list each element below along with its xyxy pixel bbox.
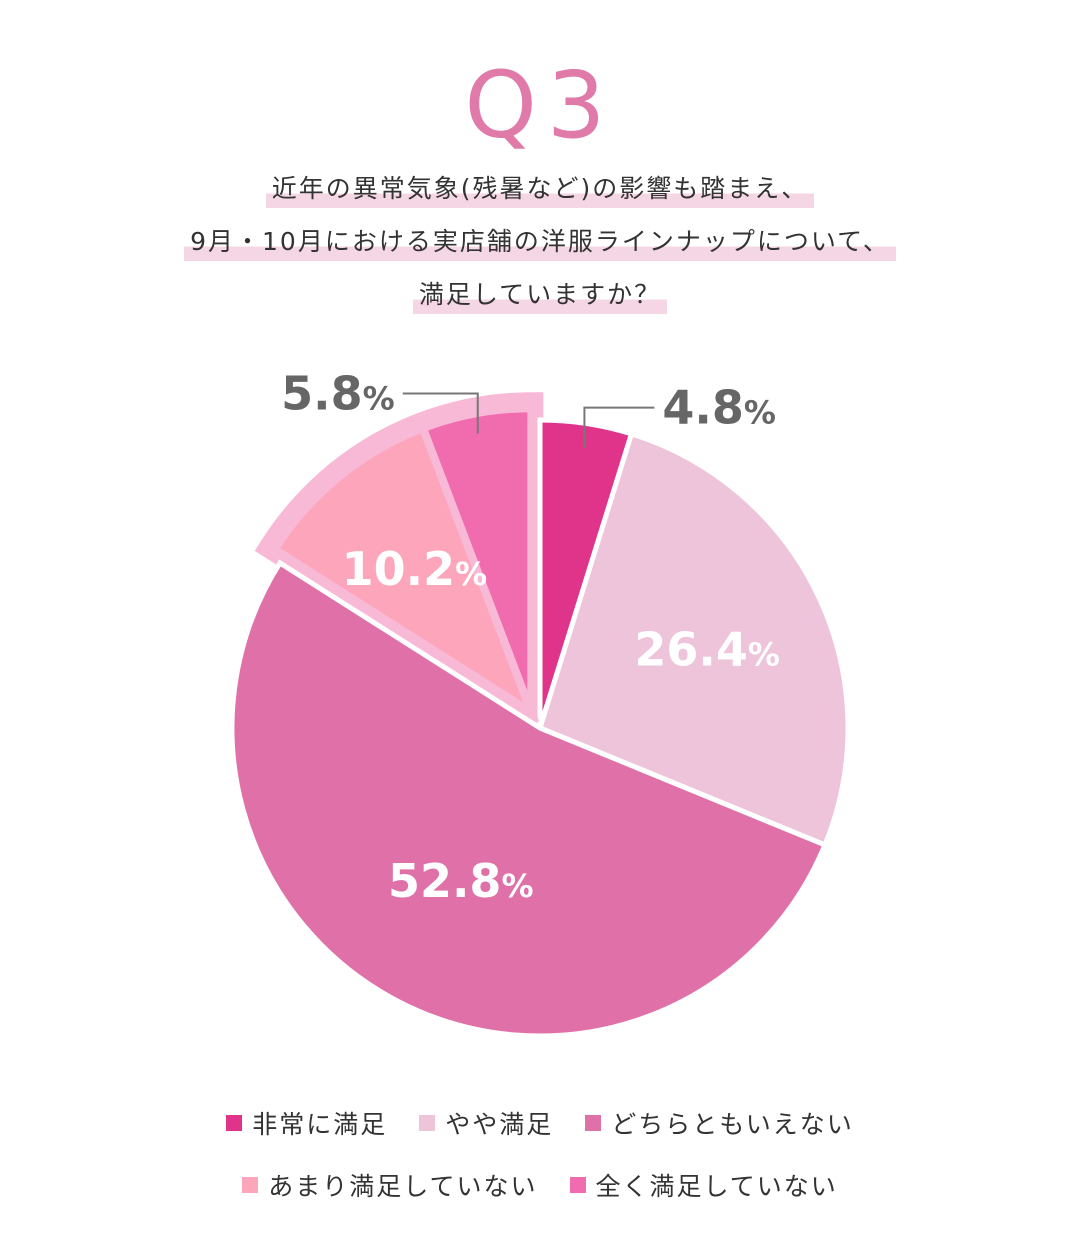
question-line-3: 満足していますか？ bbox=[0, 276, 1080, 314]
question-line-1-text: 近年の異常気象(残暑など)の影響も踏まえ、 bbox=[265, 170, 815, 208]
legend-row: 非常に満足 やや満足 どちらともいえない bbox=[0, 1105, 1080, 1141]
pie-slice bbox=[536, 430, 851, 849]
legend-label: どちらともいえない bbox=[611, 1110, 854, 1139]
question-text: 近年の異常気象(残暑など)の影響も踏まえ、 9月・10月における実店舗の洋服ライ… bbox=[0, 170, 1080, 329]
pie-slice bbox=[269, 423, 540, 723]
legend-label: やや満足 bbox=[445, 1110, 554, 1139]
legend-item: どちらともいえない bbox=[585, 1105, 854, 1141]
leader-line bbox=[402, 392, 479, 434]
leader-line bbox=[583, 406, 655, 448]
question-number: Q3 bbox=[464, 52, 616, 159]
legend-item: やや満足 bbox=[419, 1105, 553, 1141]
legend-label: 全く満足していない bbox=[595, 1172, 838, 1201]
legend-swatch bbox=[242, 1177, 259, 1193]
legend-swatch bbox=[226, 1115, 243, 1131]
legend-row: あまり満足していない 全く満足していない bbox=[0, 1167, 1080, 1203]
legend-label: あまり満足していない bbox=[268, 1172, 538, 1201]
pie-slice bbox=[229, 559, 829, 1039]
pie-chart: 4.8% 26.4% 52.8% 10.2% 5.8% bbox=[229, 366, 851, 1039]
slice-value-label: 10.2% bbox=[342, 542, 488, 596]
slice-value-label: 52.8% bbox=[388, 854, 534, 908]
legend: 非常に満足 やや満足 どちらともいえない あまり満足していない 全く満足していない bbox=[0, 1105, 1080, 1229]
slice-value-label: 5.8% bbox=[281, 366, 395, 420]
legend-item: あまり満足していない bbox=[242, 1167, 537, 1203]
question-line-2: 9月・10月における実店舗の洋服ラインナップについて、 bbox=[0, 223, 1080, 261]
slice-value-label: 4.8% bbox=[662, 381, 776, 435]
legend-swatch bbox=[419, 1115, 436, 1131]
legend-item: 非常に満足 bbox=[226, 1105, 387, 1141]
question-line-1: 近年の異常気象(残暑など)の影響も踏まえ、 bbox=[0, 170, 1080, 208]
legend-swatch bbox=[569, 1177, 586, 1193]
legend-swatch bbox=[585, 1115, 602, 1131]
legend-item: 全く満足していない bbox=[569, 1167, 838, 1203]
question-line-3-text: 満足していますか？ bbox=[412, 276, 668, 314]
question-line-2-text: 9月・10月における実店舗の洋服ラインナップについて、 bbox=[184, 223, 896, 261]
legend-label: 非常に満足 bbox=[252, 1110, 388, 1139]
slice-value-label: 26.4% bbox=[634, 622, 780, 676]
pie-slice bbox=[417, 404, 536, 714]
